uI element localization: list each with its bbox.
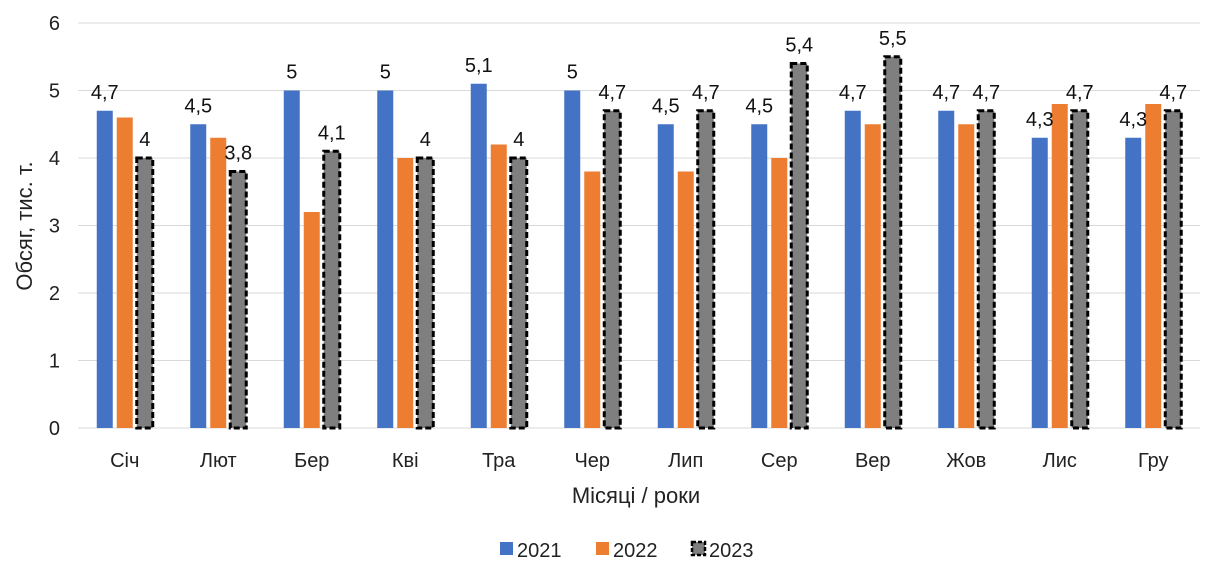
- legend-swatch: [596, 542, 609, 555]
- legend-swatch: [500, 542, 513, 555]
- bar-2023: [135, 156, 155, 430]
- data-label-2023: 3,8: [224, 143, 252, 165]
- data-label-2021: 4,5: [745, 95, 773, 117]
- y-axis-ticks: 0 1 2 3 4 5 6: [49, 13, 60, 440]
- x-tick-label: Гру: [1138, 450, 1169, 472]
- bar-2022: [1145, 104, 1162, 428]
- bar-2021: [938, 110, 955, 428]
- data-label-2023: 4,7: [692, 82, 720, 104]
- y-tick-label: 5: [49, 81, 60, 103]
- data-label-2023: 4: [513, 129, 524, 151]
- bar-2022: [490, 144, 507, 428]
- data-label-2023: 4,1: [318, 122, 346, 144]
- bar-2023: [976, 109, 996, 430]
- bar-2021: [190, 124, 207, 428]
- legend-label: 2022: [613, 540, 658, 562]
- y-tick-label: 3: [49, 216, 60, 238]
- bar-2023: [789, 62, 809, 430]
- bar-2021: [657, 124, 674, 428]
- x-tick-label: Бер: [294, 450, 329, 472]
- bar-2021: [96, 110, 113, 428]
- bar-2023: [696, 109, 716, 430]
- legend-label: 2023: [709, 540, 754, 562]
- data-label-2023: 4,7: [1159, 82, 1187, 104]
- x-tick-label: Лют: [200, 450, 237, 472]
- bar-2021: [377, 90, 394, 428]
- x-tick-label: Лип: [668, 450, 703, 472]
- data-label-2021: 5: [286, 62, 297, 84]
- data-label-2021: 4,3: [1026, 109, 1054, 131]
- x-axis-title: Місяці / роки: [572, 483, 700, 508]
- bar-2021: [564, 90, 581, 428]
- legend: 2021 2022 2023: [500, 540, 754, 562]
- data-label-2021: 4,5: [184, 95, 212, 117]
- data-label-2021: 4,5: [652, 95, 680, 117]
- bar-2022: [116, 117, 133, 428]
- bars: [96, 55, 1183, 430]
- data-label-2023: 4: [420, 129, 431, 151]
- x-axis-ticks: Січ Лют Бер Кві Тра Чер Лип Сер Вер Жов Лис Гру: [110, 450, 1168, 472]
- x-tick-label: Жов: [946, 450, 986, 472]
- data-label-2021: 4,3: [1119, 109, 1147, 131]
- data-label-2023: 4,7: [598, 82, 626, 104]
- data-label-2023: 4,7: [1066, 82, 1094, 104]
- bar-2023: [883, 55, 903, 430]
- y-tick-label: 4: [49, 148, 60, 170]
- bar-2021: [283, 90, 300, 428]
- bar-2022: [771, 158, 788, 428]
- bar-2023: [228, 170, 248, 430]
- data-label-2021: 4,7: [932, 82, 960, 104]
- bar-2021: [470, 83, 487, 428]
- y-tick-label: 0: [49, 418, 60, 440]
- data-label-2023: 5,4: [785, 35, 813, 57]
- bar-2022: [210, 137, 227, 428]
- y-tick-label: 1: [49, 351, 60, 373]
- gridlines: [78, 22, 1200, 429]
- bar-2021: [1125, 137, 1142, 428]
- bar-2022: [397, 158, 414, 428]
- bar-2022: [677, 171, 694, 428]
- bar-2023: [1163, 109, 1183, 430]
- bar-2023: [322, 149, 342, 430]
- y-tick-label: 2: [49, 283, 60, 305]
- x-tick-label: Сер: [761, 450, 798, 472]
- data-label-2023: 4: [139, 129, 150, 151]
- y-tick-label: 6: [49, 13, 60, 35]
- data-labels: 4,7 4,5 5 5 5,1 5 4,5 4,5 4,7 4,7 4,3 4,3 4 3,8 4,1 4 4 4…: [91, 28, 1187, 165]
- bar-2022: [1051, 104, 1068, 428]
- legend-label: 2021: [517, 540, 562, 562]
- x-tick-label: Січ: [110, 450, 139, 472]
- data-label-2021: 4,7: [91, 82, 119, 104]
- x-tick-label: Тра: [482, 450, 516, 472]
- data-label-2021: 5: [567, 62, 578, 84]
- bar-2021: [844, 110, 861, 428]
- x-tick-label: Кві: [392, 450, 419, 472]
- bar-2023: [1070, 109, 1090, 430]
- bar-2023: [602, 109, 622, 430]
- x-tick-label: Чер: [574, 450, 610, 472]
- data-label-2021: 5: [380, 62, 391, 84]
- x-tick-label: Лис: [1043, 450, 1077, 472]
- bar-2022: [864, 124, 881, 428]
- bar-2021: [751, 124, 768, 428]
- bar-2023: [509, 156, 529, 430]
- bar-2022: [303, 212, 320, 428]
- bar-2022: [958, 124, 975, 428]
- legend-swatch: [690, 540, 707, 557]
- data-label-2023: 4,7: [972, 82, 1000, 104]
- x-tick-label: Вер: [855, 450, 891, 472]
- bar-2023: [415, 156, 435, 430]
- bar-2021: [1031, 137, 1048, 428]
- data-label-2023: 5,5: [879, 28, 907, 50]
- bar-2022: [584, 171, 601, 428]
- data-label-2021: 4,7: [839, 82, 867, 104]
- y-axis-title: Обсяг, тис. т.: [12, 161, 37, 290]
- data-label-2021: 5,1: [465, 55, 493, 77]
